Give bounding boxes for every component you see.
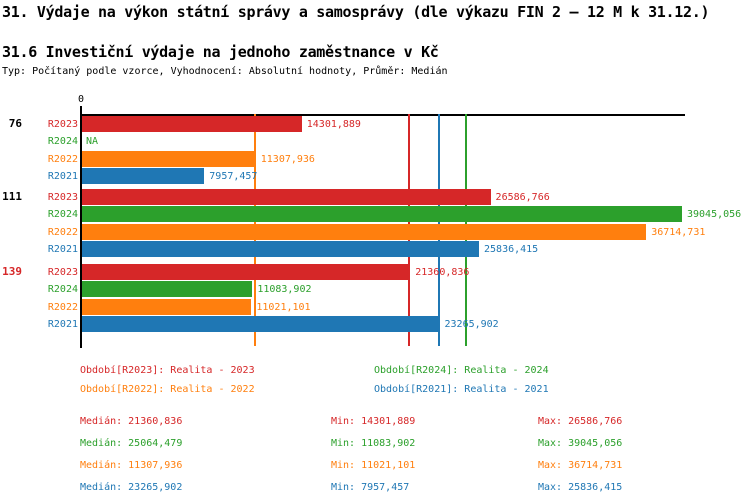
legend-item-R2023: Období[R2023]: Realita - 2023 [80, 365, 255, 376]
chart-group-label: 139 [2, 265, 22, 278]
chart-bar-R2023 [82, 264, 411, 280]
chart-bar-R2021 [82, 168, 205, 184]
chart-row-label-R2021: R2021 [47, 319, 78, 330]
chart-row-label-R2023: R2023 [47, 192, 78, 203]
legend-item-R2021: Období[R2021]: Realita - 2021 [374, 384, 549, 395]
stat-max-R2023: Max: 26586,766 [538, 416, 623, 427]
chart-row-label-R2024: R2024 [47, 284, 78, 296]
chart-group-label: 76 [8, 117, 22, 130]
stat-min-R2024: Min: 11083,902 [331, 438, 416, 449]
chart-title: 31.6 Investiční výdaje na jednoho zaměst… [2, 43, 439, 61]
chart-row-label-R2022: R2022 [47, 226, 78, 238]
chart-bar-value: 26586,766 [495, 192, 550, 203]
x-axis-line [81, 114, 685, 116]
stat-median-R2024: Medián: 25064,479 [80, 438, 183, 449]
chart-bar-R2023 [82, 116, 302, 132]
chart-row-label-R2024: R2024 [47, 136, 78, 148]
chart-bar-R2022 [82, 150, 256, 167]
chart-meta-line: Typ: Počítaný podle vzorce, Vyhodnocení:… [2, 66, 448, 77]
chart-bar-R2022 [82, 298, 252, 315]
chart-bar-value: 7957,457 [209, 171, 258, 182]
stat-max-R2021: Max: 25836,415 [538, 482, 623, 493]
chart-row-label-R2023: R2023 [47, 267, 78, 278]
stat-min-R2021: Min: 7957,457 [331, 482, 410, 493]
x-axis-tick [80, 106, 82, 114]
chart-bar-R2021 [82, 241, 480, 257]
y-axis-line [80, 114, 82, 348]
stat-median-R2022: Medián: 11307,936 [80, 460, 183, 471]
legend-item-R2022: Období[R2022]: Realita - 2022 [80, 384, 255, 395]
stat-min-R2022: Min: 11021,101 [331, 460, 416, 471]
page-title: 31. Výdaje na výkon státní správy a samo… [2, 3, 710, 21]
chart-bar-value: 11307,936 [260, 153, 315, 165]
chart-row-label-R2022: R2022 [47, 153, 78, 165]
stat-max-R2022: Max: 36714,731 [538, 460, 623, 471]
stat-median-R2021: Medián: 23265,902 [80, 482, 183, 493]
chart-bar-value-na: NA [86, 136, 99, 148]
chart-bar-R2024 [82, 206, 682, 223]
chart-bar-value: 11083,902 [257, 284, 312, 296]
chart-bar-value: 21360,836 [415, 267, 470, 278]
stat-max-R2024: Max: 39045,056 [538, 438, 623, 449]
x-axis-zero-label: 0 [77, 94, 85, 105]
chart-bar-R2021 [82, 316, 440, 332]
chart-row-label-R2022: R2022 [47, 301, 78, 313]
chart-row-label-R2021: R2021 [47, 244, 78, 255]
legend-item-R2024: Období[R2024]: Realita - 2024 [374, 365, 549, 376]
stat-min-R2023: Min: 14301,889 [331, 416, 416, 427]
chart-bar-value: 14301,889 [306, 119, 361, 130]
chart-group-label: 111 [2, 190, 22, 203]
stat-median-R2023: Medián: 21360,836 [80, 416, 183, 427]
chart-bar-value: 25836,415 [484, 244, 539, 255]
chart-bar-R2023 [82, 189, 491, 205]
chart-bar-value: 11021,101 [256, 301, 311, 313]
chart-bar-value: 36714,731 [651, 226, 706, 238]
chart-bar-R2024 [82, 281, 253, 298]
chart-bar-value: 39045,056 [687, 209, 742, 221]
chart-row-label-R2021: R2021 [47, 171, 78, 182]
chart-bar-R2022 [82, 223, 647, 240]
chart-row-label-R2023: R2023 [47, 119, 78, 130]
chart-row-label-R2024: R2024 [47, 209, 78, 221]
chart-bar-value: 23265,902 [444, 319, 499, 330]
